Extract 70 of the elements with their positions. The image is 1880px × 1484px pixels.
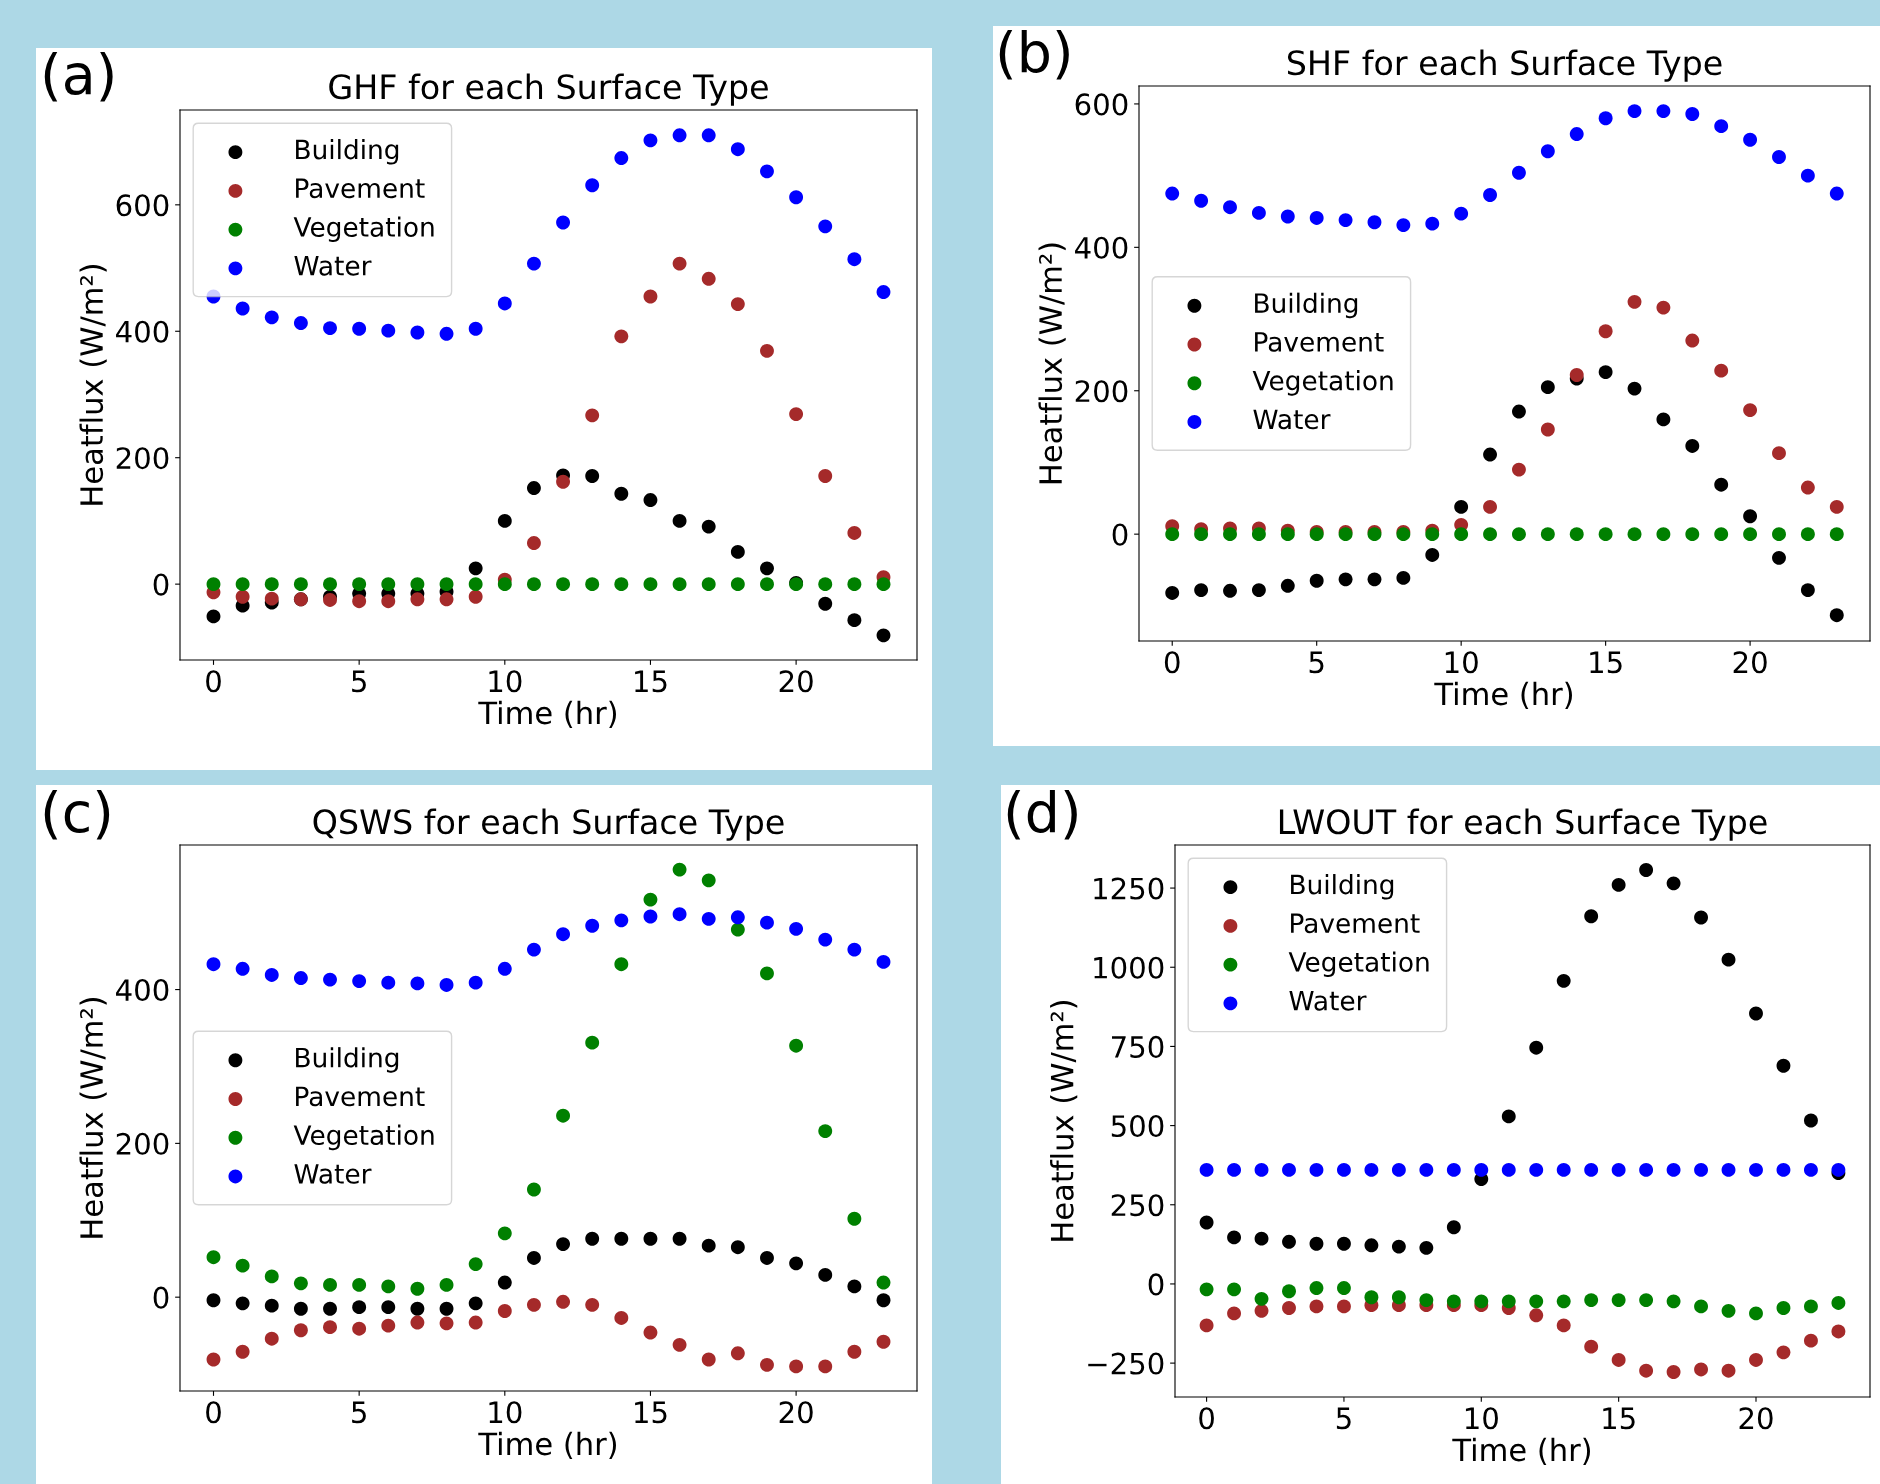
x-tick-label: 5 bbox=[1336, 1407, 1351, 1430]
legend-label: Pavement bbox=[296, 1086, 425, 1107]
x-tick-label: 5 bbox=[1309, 651, 1324, 674]
chart-title: LWOUT for each Surface Type bbox=[1279, 808, 1767, 841]
legend-label: Pavement bbox=[1255, 332, 1384, 352]
x-tick-label: 15 bbox=[635, 670, 667, 693]
x-axis-title: Time (hr) bbox=[1452, 1437, 1590, 1465]
x-tick-label: 20 bbox=[1739, 1407, 1773, 1430]
legend-label: Vegetation bbox=[293, 216, 434, 243]
x-tick-label: 15 bbox=[1590, 651, 1622, 674]
legend-label: Building bbox=[1291, 874, 1394, 900]
x-tick-label: 0 bbox=[206, 1401, 221, 1424]
legend-label: Water bbox=[1289, 991, 1367, 1011]
x-axis-title: Time (hr) bbox=[478, 1431, 616, 1459]
chart-title: GHF for each Surface Type bbox=[329, 73, 768, 106]
x-tick-label: 5 bbox=[352, 670, 366, 693]
x-tick-label: 10 bbox=[489, 1401, 522, 1424]
y-axis-title: Heatflux (W/m²) bbox=[79, 998, 107, 1238]
x-tick-label: 0 bbox=[1164, 651, 1180, 674]
y-tick-label: 1000 bbox=[1094, 956, 1164, 979]
y-axis-title: Heatflux (W/m²) bbox=[1050, 1001, 1078, 1241]
x-tick-label: 15 bbox=[1603, 1407, 1635, 1430]
chart-title: SHF for each Surface Type bbox=[1287, 49, 1722, 82]
legend-label: Vegetation bbox=[293, 1124, 434, 1151]
x-tick-label: 10 bbox=[1445, 651, 1478, 674]
y-tick-label: −250 bbox=[1088, 1352, 1164, 1375]
x-tick-label: 0 bbox=[206, 670, 221, 693]
legend-label: Pavement bbox=[296, 178, 425, 199]
x-tick-label: 20 bbox=[1733, 651, 1767, 674]
x-axis-title: Time (hr) bbox=[1434, 681, 1572, 709]
y-tick-label: 600 bbox=[116, 194, 169, 217]
x-tick-label: 0 bbox=[1199, 1407, 1214, 1430]
legend-label: Vegetation bbox=[1252, 370, 1393, 396]
y-tick-label: 750 bbox=[1112, 1035, 1164, 1058]
y-tick-label: 250 bbox=[1111, 1194, 1164, 1217]
chart-title: QSWS for each Surface Type bbox=[313, 808, 784, 841]
y-tick-label: 0 bbox=[153, 1286, 169, 1309]
x-tick-label: 20 bbox=[779, 1401, 813, 1424]
legend-label: Water bbox=[294, 256, 372, 276]
legend-label: Water bbox=[1253, 409, 1331, 430]
legend-label: Building bbox=[1255, 292, 1358, 319]
y-tick-label: 200 bbox=[116, 447, 169, 470]
text: (d) bbox=[1007, 790, 1077, 840]
y-tick-label: 500 bbox=[1111, 1115, 1164, 1138]
text: (c) bbox=[44, 790, 110, 840]
legend-label: Building bbox=[296, 1047, 399, 1073]
y-tick-label: 400 bbox=[1075, 236, 1128, 259]
x-tick-label: 10 bbox=[489, 670, 522, 693]
y-tick-label: 400 bbox=[116, 320, 169, 343]
text: (a) bbox=[44, 52, 113, 102]
x-tick-label: 10 bbox=[1465, 1407, 1498, 1430]
legend-label: Water bbox=[294, 1164, 372, 1184]
legend-label: Pavement bbox=[1291, 913, 1420, 934]
x-axis-title: Time (hr) bbox=[478, 700, 616, 728]
x-tick-label: 20 bbox=[779, 670, 813, 693]
y-tick-label: 400 bbox=[116, 979, 169, 1002]
y-tick-label: 0 bbox=[1112, 523, 1128, 546]
y-tick-label: 1250 bbox=[1094, 877, 1164, 900]
x-tick-label: 15 bbox=[635, 1401, 667, 1424]
y-tick-label: 200 bbox=[1075, 380, 1128, 403]
y-tick-label: 0 bbox=[153, 573, 169, 596]
legend-label: Vegetation bbox=[1288, 951, 1429, 978]
x-tick-label: 5 bbox=[352, 1401, 366, 1424]
y-tick-label: 0 bbox=[1148, 1273, 1164, 1296]
y-axis-title: Heatflux (W/m²) bbox=[79, 265, 107, 505]
text: (b) bbox=[999, 30, 1069, 80]
legend-label: Building bbox=[296, 139, 399, 165]
y-axis-title: Heatflux (W/m²) bbox=[1038, 243, 1066, 484]
y-tick-label: 200 bbox=[116, 1132, 169, 1155]
y-tick-label: 600 bbox=[1075, 93, 1128, 116]
